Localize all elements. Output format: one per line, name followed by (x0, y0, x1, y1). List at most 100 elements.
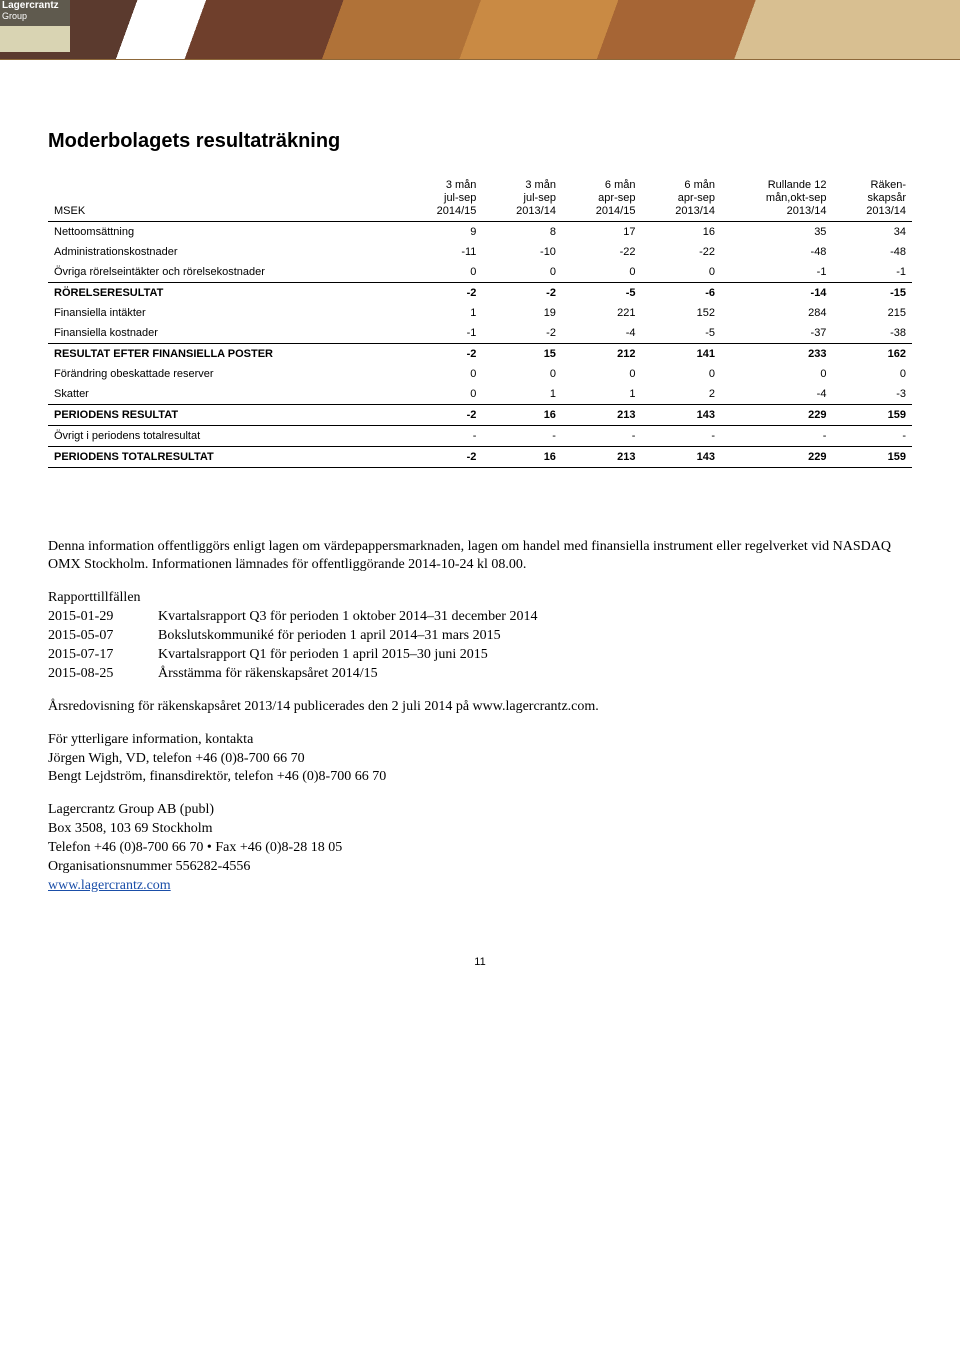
logo-line2: Group (2, 11, 27, 21)
report-date: 2015-08-25 (48, 665, 158, 684)
logo-line1: Lagercrantz (2, 0, 59, 11)
table-cell: 16 (482, 446, 562, 467)
income-statement-table: MSEK3 månjul-sep2014/153 månjul-sep2013/… (48, 177, 912, 468)
table-cell: 152 (641, 303, 721, 323)
table-cell: -3 (832, 384, 912, 405)
table-cell: 0 (482, 262, 562, 283)
contact-person-1: Jörgen Wigh, VD, telefon +46 (0)8-700 66… (48, 751, 305, 766)
table-cell: -4 (562, 323, 642, 344)
company-logo: Lagercrantz Group (0, 0, 70, 26)
table-cell: -1 (832, 262, 912, 283)
table-cell: 16 (482, 404, 562, 425)
report-description: Årsstämma för räkenskapsåret 2014/15 (158, 665, 378, 684)
table-cell: 0 (403, 364, 483, 384)
table-column-header: 6 månapr-sep2014/15 (562, 177, 642, 221)
report-description: Kvartalsrapport Q1 för perioden 1 april … (158, 646, 488, 665)
table-cell: 213 (562, 404, 642, 425)
table-column-header: 6 månapr-sep2013/14 (641, 177, 721, 221)
table-cell: 8 (482, 221, 562, 242)
table-row-label: Övrigt i periodens totalresultat (48, 425, 403, 446)
table-cell: 0 (562, 364, 642, 384)
table-cell: 221 (562, 303, 642, 323)
table-row-label: PERIODENS RESULTAT (48, 404, 403, 425)
table-cell: 0 (641, 262, 721, 283)
contact-person-2: Bengt Lejdström, finansdirektör, telefon… (48, 769, 386, 784)
table-cell: -15 (832, 282, 912, 303)
table-cell: 0 (403, 262, 483, 283)
table-cell: 16 (641, 221, 721, 242)
table-cell: - (562, 425, 642, 446)
table-cell: -6 (641, 282, 721, 303)
table-row-label: Finansiella kostnader (48, 323, 403, 344)
table-cell: 0 (403, 384, 483, 405)
table-column-header: 3 månjul-sep2013/14 (482, 177, 562, 221)
table-row: Finansiella kostnader-1-2-4-5-37-38 (48, 323, 912, 344)
table-cell: - (832, 425, 912, 446)
page-content: Moderbolagets resultaträkning MSEK3 månj… (0, 60, 960, 988)
table-cell: - (482, 425, 562, 446)
company-orgnr: Organisationsnummer 556282-4556 (48, 859, 250, 874)
table-cell: 162 (832, 343, 912, 364)
table-cell: -48 (832, 242, 912, 262)
table-row: Förändring obeskattade reserver000000 (48, 364, 912, 384)
table-cell: -22 (641, 242, 721, 262)
table-cell: 215 (832, 303, 912, 323)
table-cell: -1 (721, 262, 832, 283)
table-cell: 0 (562, 262, 642, 283)
table-cell: -10 (482, 242, 562, 262)
table-cell: -38 (832, 323, 912, 344)
table-cell: 212 (562, 343, 642, 364)
table-cell: -11 (403, 242, 483, 262)
table-cell: -48 (721, 242, 832, 262)
info-block: Denna information offentliggörs enligt l… (48, 538, 912, 896)
table-row: PERIODENS RESULTAT-216213143229159 (48, 404, 912, 425)
table-cell: 0 (482, 364, 562, 384)
disclosure-text: Denna information offentliggörs enligt l… (48, 538, 912, 576)
table-cell: 0 (721, 364, 832, 384)
table-row: Övriga rörelseintäkter och rörelsekostna… (48, 262, 912, 283)
table-cell: -2 (482, 323, 562, 344)
report-description: Bokslutskommuniké för perioden 1 april 2… (158, 627, 501, 646)
table-cell: -14 (721, 282, 832, 303)
table-cell: -4 (721, 384, 832, 405)
table-cell: 229 (721, 446, 832, 467)
table-row-label-header: MSEK (48, 177, 403, 221)
table-cell: -1 (403, 323, 483, 344)
table-cell: -5 (641, 323, 721, 344)
table-column-header: 3 månjul-sep2014/15 (403, 177, 483, 221)
header-banner: Lagercrantz Group (0, 0, 960, 60)
report-date-row: 2015-05-07Bokslutskommuniké för perioden… (48, 627, 912, 646)
table-row-label: Administrationskostnader (48, 242, 403, 262)
table-row-label: Skatter (48, 384, 403, 405)
table-cell: 9 (403, 221, 483, 242)
table-cell: 1 (403, 303, 483, 323)
table-cell: 1 (482, 384, 562, 405)
table-row-label: Finansiella intäkter (48, 303, 403, 323)
table-row-label: Övriga rörelseintäkter och rörelsekostna… (48, 262, 403, 283)
table-row-label: PERIODENS TOTALRESULTAT (48, 446, 403, 467)
table-cell: 213 (562, 446, 642, 467)
table-row: PERIODENS TOTALRESULTAT-216213143229159 (48, 446, 912, 467)
table-body: Nettoomsättning9817163534Administrations… (48, 221, 912, 467)
table-row: Administrationskostnader-11-10-22-22-48-… (48, 242, 912, 262)
table-cell: 143 (641, 404, 721, 425)
table-cell: -2 (403, 404, 483, 425)
table-cell: 284 (721, 303, 832, 323)
company-details: Lagercrantz Group AB (publ) Box 3508, 10… (48, 801, 912, 895)
table-row: Nettoomsättning9817163534 (48, 221, 912, 242)
report-date: 2015-05-07 (48, 627, 158, 646)
table-row-label: RÖRELSERESULTAT (48, 282, 403, 303)
report-dates: Rapporttillfällen 2015-01-29Kvartalsrapp… (48, 589, 912, 683)
report-date-row: 2015-07-17Kvartalsrapport Q1 för periode… (48, 646, 912, 665)
table-cell: - (721, 425, 832, 446)
table-cell: 0 (641, 364, 721, 384)
table-cell: 141 (641, 343, 721, 364)
table-cell: 34 (832, 221, 912, 242)
table-cell: 0 (832, 364, 912, 384)
table-header: MSEK3 månjul-sep2014/153 månjul-sep2013/… (48, 177, 912, 221)
company-website-link[interactable]: www.lagercrantz.com (48, 878, 171, 893)
table-cell: 143 (641, 446, 721, 467)
table-cell: -2 (403, 282, 483, 303)
table-cell: 19 (482, 303, 562, 323)
logo-accent-box (0, 26, 70, 52)
